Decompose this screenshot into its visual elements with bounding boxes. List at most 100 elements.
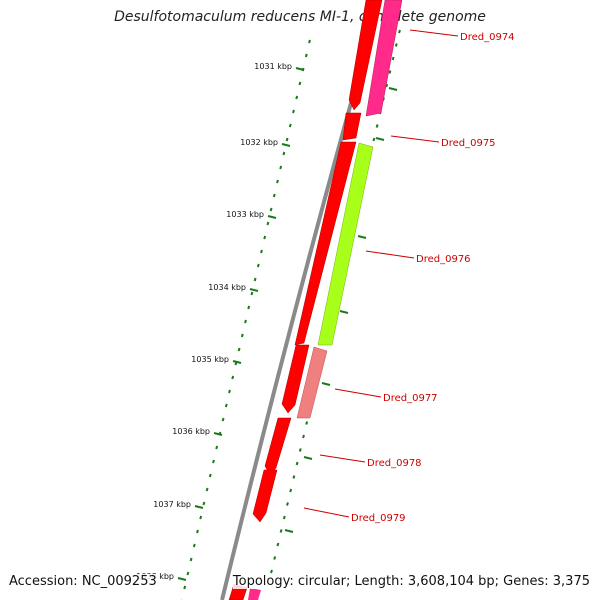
scale-tick-label: 1033 kbp <box>226 210 264 219</box>
track-dot <box>273 556 277 560</box>
track-dot <box>302 434 305 439</box>
track-dot <box>270 569 273 574</box>
gene-salmon <box>296 346 328 419</box>
track-dot <box>282 515 286 520</box>
track-dot <box>279 165 283 170</box>
scale-tick <box>249 288 259 292</box>
scale-tick-label: 1036 kbp <box>172 427 210 436</box>
gene-lime <box>317 142 374 346</box>
track-dot <box>183 585 187 590</box>
track-dot <box>228 389 231 394</box>
track-dot <box>205 487 209 492</box>
scale-tick-label: 1034 kbp <box>208 283 246 292</box>
cds-arrow <box>342 112 362 141</box>
track-dot <box>295 95 299 100</box>
scale-tick <box>213 432 223 436</box>
gene-label: Dred_0978 <box>367 458 422 469</box>
gene-label-line <box>319 454 366 463</box>
track-dot <box>192 543 196 548</box>
track-dot <box>269 207 273 212</box>
inner-tick <box>303 456 313 460</box>
gene-label-line <box>365 250 415 259</box>
track-dot <box>208 473 212 478</box>
track-dot <box>298 81 302 86</box>
track-dot <box>266 221 270 226</box>
gene-magenta <box>248 588 261 600</box>
gene-label: Dred_0974 <box>460 32 515 43</box>
track-dot <box>250 291 254 296</box>
gene-label: Dred_0979 <box>351 513 406 524</box>
track-dot <box>375 124 379 128</box>
track-dot <box>285 137 289 142</box>
track-dot <box>289 488 293 493</box>
inner-tick <box>284 529 294 533</box>
gene-features <box>228 0 383 600</box>
cds-arrow <box>281 344 310 414</box>
cds-arrow <box>294 141 357 346</box>
track-dot <box>244 319 247 324</box>
inner-gene-features <box>248 0 403 600</box>
track-dot <box>260 249 263 254</box>
track-dot <box>212 459 215 464</box>
track-dot <box>221 417 225 422</box>
scale-tick-label: 1032 kbp <box>240 138 278 147</box>
outer-dot-track <box>180 39 311 600</box>
track-dot <box>394 43 398 47</box>
track-dot <box>215 445 219 450</box>
gene-label: Dred_0975 <box>441 138 496 149</box>
gene-label-line <box>390 135 440 143</box>
track-dot <box>256 263 260 268</box>
cds-arrow <box>264 417 292 476</box>
inner-tick <box>375 137 385 141</box>
scale-tick-label: 1037 kbp <box>153 500 191 509</box>
genome-summary-text: Topology: circular; Length: 3,608,104 bp… <box>232 574 590 589</box>
track-dot <box>308 39 311 44</box>
track-dot <box>295 461 299 466</box>
gene-label-line <box>303 507 350 518</box>
scale-tick <box>295 67 305 71</box>
track-dot <box>279 529 283 533</box>
scale-tick-label: 1035 kbp <box>191 355 229 364</box>
track-dot <box>385 83 389 88</box>
track-dot <box>398 29 401 34</box>
inner-tick <box>357 235 367 239</box>
gene-label: Dred_0977 <box>383 393 438 404</box>
track-dot <box>282 151 286 156</box>
track-dot <box>263 235 267 240</box>
track-dot <box>288 123 292 128</box>
track-dot <box>292 475 296 479</box>
scale-ticks <box>177 67 398 581</box>
cds-arrow <box>348 0 383 111</box>
track-dot <box>276 179 279 184</box>
track-dot <box>298 448 302 452</box>
track-dot <box>231 375 235 380</box>
track-dot <box>186 571 190 576</box>
track-dot <box>304 53 308 58</box>
scale-tick <box>281 143 291 147</box>
scale-tick <box>194 505 204 509</box>
track-dot <box>372 137 376 142</box>
track-dot <box>224 403 228 408</box>
cds-arrow <box>252 469 278 523</box>
track-dot <box>292 109 295 114</box>
track-dot <box>286 502 289 506</box>
track-dot <box>388 70 392 74</box>
inner-tick <box>339 310 349 314</box>
gene-label: Dred_0976 <box>416 254 471 265</box>
track-dot <box>189 557 193 562</box>
scale-tick <box>232 360 242 364</box>
track-dot <box>199 515 203 520</box>
gene-label-lines <box>303 29 459 518</box>
track-dot <box>202 501 206 506</box>
inner-tick <box>388 87 398 91</box>
track-dot <box>272 193 276 198</box>
gene-label-line <box>334 388 382 398</box>
track-dot <box>253 277 257 282</box>
scale-tick <box>267 215 277 219</box>
track-dot <box>276 542 280 547</box>
scale-tick <box>177 577 187 581</box>
track-dot <box>240 333 244 338</box>
track-dot <box>247 305 251 310</box>
scale-tick-label: 1031 kbp <box>254 62 292 71</box>
